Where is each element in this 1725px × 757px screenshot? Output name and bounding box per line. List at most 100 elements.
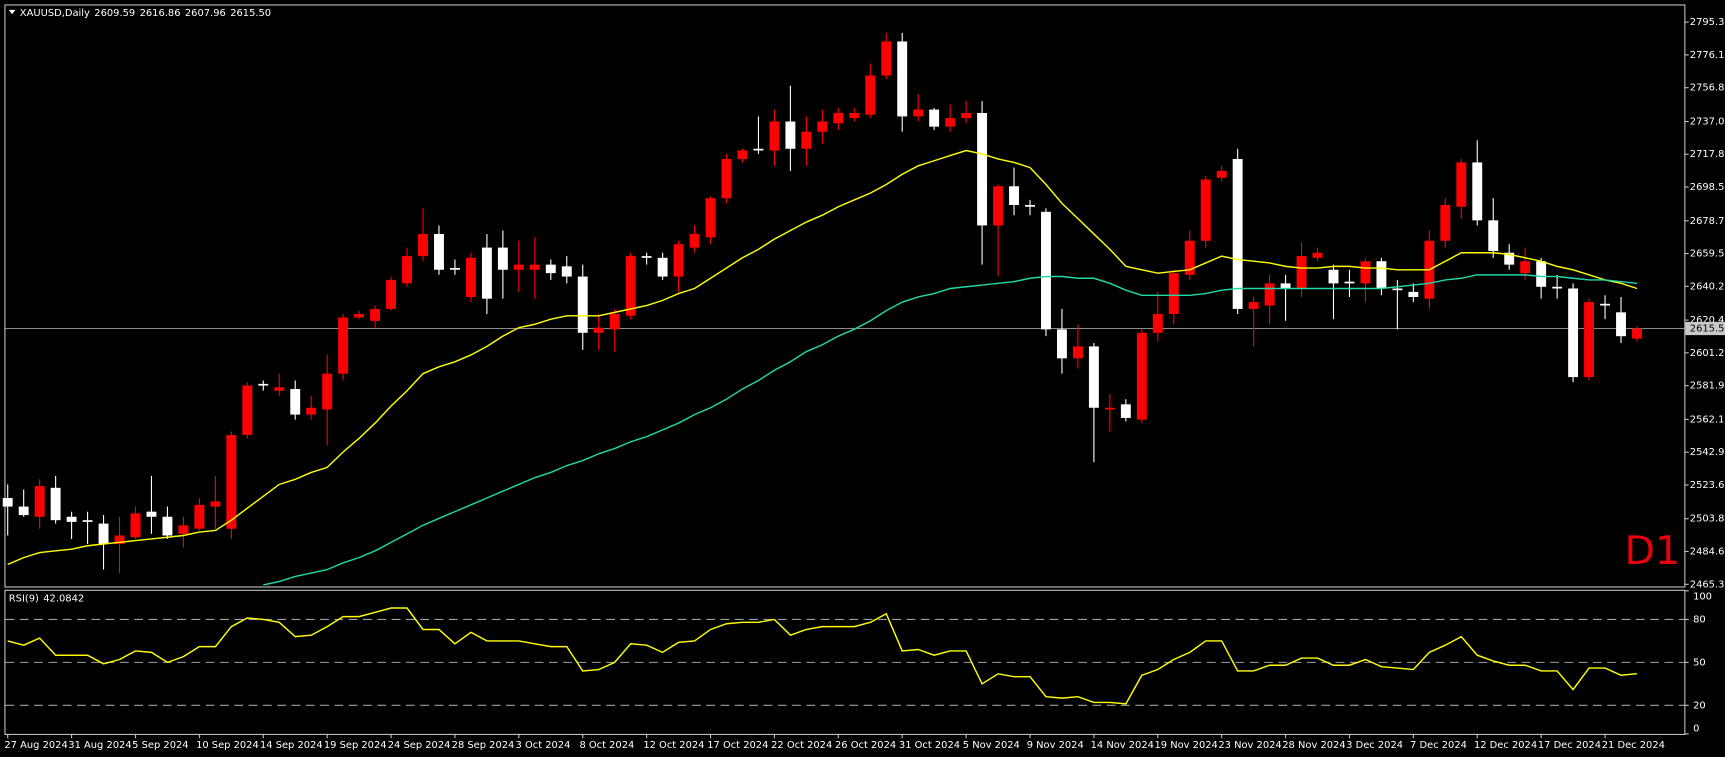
moving-average-line — [7, 149, 1638, 566]
x-tick-label: 5 Nov 2024 — [963, 740, 1020, 751]
candle-body — [561, 266, 572, 277]
candle-body — [306, 407, 317, 415]
candle-body — [1009, 186, 1019, 206]
candle-body — [945, 118, 956, 127]
candle-body — [673, 244, 684, 277]
y-tick-label: 2640.25 — [1690, 281, 1725, 292]
candle-body — [641, 256, 652, 258]
candle-body — [513, 264, 524, 270]
candle-body — [386, 279, 397, 309]
candle-body — [98, 523, 109, 545]
candle-body — [146, 511, 157, 517]
candle-body — [897, 41, 908, 117]
candle-body — [34, 486, 45, 517]
candle-body — [18, 506, 29, 516]
x-tick-label: 12 Oct 2024 — [643, 740, 704, 751]
candle-body — [785, 121, 796, 149]
y-tick-label: 2795.35 — [1690, 17, 1725, 28]
candle-body — [114, 535, 125, 545]
candle-body — [609, 314, 620, 330]
last-price-tag — [1685, 321, 1725, 336]
candle-body — [194, 504, 205, 529]
high-value: 2616.86 — [140, 8, 181, 19]
candle-body — [450, 268, 460, 270]
close-value: 2615.50 — [230, 8, 271, 19]
candle-body — [290, 388, 301, 415]
y-tick-label: 2465.35 — [1690, 579, 1725, 590]
candle-body — [993, 186, 1004, 226]
candle-body — [801, 131, 812, 149]
candle-body — [1168, 273, 1179, 315]
candle-body — [1056, 329, 1067, 359]
candle-body — [657, 257, 668, 277]
x-tick-label: 21 Dec 2024 — [1602, 740, 1665, 751]
x-tick-label: 3 Dec 2024 — [1346, 740, 1403, 751]
y-tick-label: 100 — [1693, 591, 1712, 602]
candle-body — [769, 121, 780, 151]
x-tick-label: 28 Nov 2024 — [1282, 740, 1345, 751]
x-tick-label: 24 Sep 2024 — [388, 740, 451, 751]
candle-body — [1312, 252, 1323, 258]
x-tick-label: 17 Oct 2024 — [707, 740, 768, 751]
menu-arrow[interactable] — [8, 9, 16, 15]
candle-body — [1632, 328, 1642, 339]
candle-body — [1120, 404, 1131, 418]
x-tick-label: 3 Oct 2024 — [516, 740, 571, 751]
y-tick-label: 2620.45 — [1690, 315, 1725, 326]
x-tick-label: 7 Dec 2024 — [1410, 740, 1467, 751]
candle-body — [354, 314, 365, 318]
chart-header: XAUUSD,Daily 2609.59 2616.86 2607.96 2615.50 — [20, 8, 271, 19]
candle-body — [1041, 211, 1051, 330]
candle-body — [226, 434, 237, 529]
y-tick-label: 2659.50 — [1690, 249, 1725, 260]
candle-body — [1248, 302, 1259, 309]
candle-body — [178, 525, 189, 534]
x-tick-label: 8 Oct 2024 — [579, 740, 634, 751]
x-tick-label: 5 Sep 2024 — [132, 740, 188, 751]
x-tick-label: 31 Aug 2024 — [68, 740, 131, 751]
candle-body — [1616, 312, 1626, 337]
candle-body — [1280, 283, 1291, 289]
candle-body — [721, 159, 732, 199]
candle-body — [529, 264, 540, 270]
rsi-value: 42.0842 — [43, 594, 84, 605]
candle-body — [66, 516, 77, 522]
candle-body — [881, 41, 892, 76]
candle-body — [1184, 240, 1195, 275]
candle-body — [1232, 159, 1243, 309]
candle-body — [370, 308, 381, 321]
candle-body — [929, 109, 940, 127]
candle-body — [1025, 205, 1035, 207]
y-tick-label: 2581.95 — [1690, 381, 1725, 392]
candle-body — [322, 373, 333, 410]
candle-body — [1584, 302, 1595, 378]
candle-body — [1504, 252, 1515, 265]
candle-body — [817, 121, 828, 132]
y-tick-label: 2601.20 — [1690, 348, 1725, 359]
candle-body — [1088, 346, 1099, 408]
y-tick-label: 2562.15 — [1690, 414, 1725, 425]
candle-body — [1392, 288, 1403, 291]
y-tick-label: 2776.10 — [1690, 50, 1725, 61]
candle-body — [833, 113, 844, 124]
candle-body — [1472, 162, 1483, 221]
x-tick-label: 22 Oct 2024 — [771, 740, 832, 751]
y-tick-label: 2484.60 — [1690, 547, 1725, 558]
candle-body — [465, 257, 476, 298]
candle-body — [1408, 291, 1419, 298]
y-tick-label: 2542.90 — [1690, 447, 1725, 458]
x-tick-label: 14 Sep 2024 — [260, 740, 323, 751]
last-price-label: 2615.50 — [1690, 324, 1725, 335]
candle-body — [849, 113, 860, 119]
y-tick-label: 80 — [1693, 614, 1706, 625]
candle-body — [1552, 286, 1563, 289]
y-tick-label: 2756.85 — [1690, 83, 1725, 94]
y-tick-label: 2698.55 — [1690, 182, 1725, 193]
candle-body — [1296, 256, 1307, 289]
candle-body — [1328, 269, 1339, 284]
candle-body — [418, 233, 428, 257]
symbol: XAUUSD,Daily — [20, 8, 90, 19]
candle-body — [1376, 261, 1387, 289]
x-tick-label: 19 Nov 2024 — [1154, 740, 1217, 751]
candle-body — [1520, 261, 1531, 274]
